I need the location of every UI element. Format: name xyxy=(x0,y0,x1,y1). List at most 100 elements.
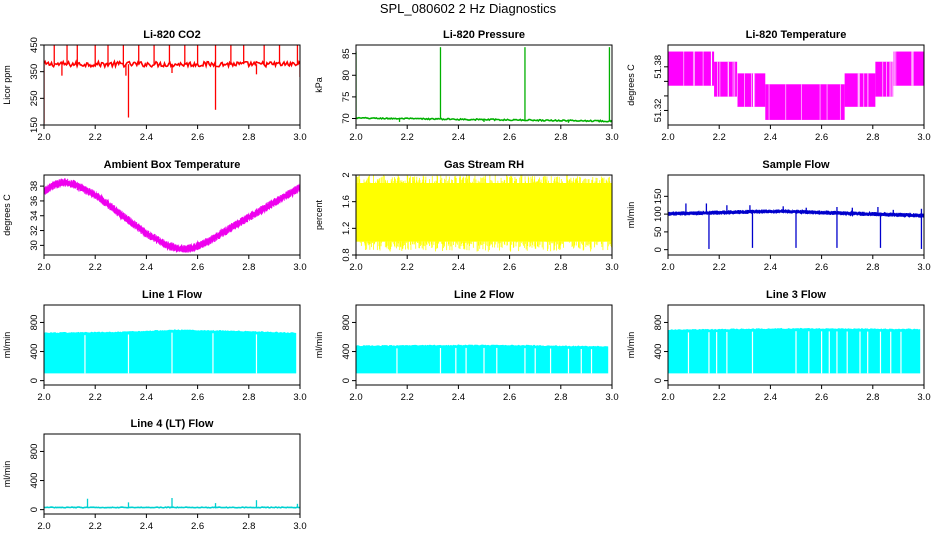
x-tick-label: 2.0 xyxy=(661,132,674,143)
y-tick-label: 450 xyxy=(29,37,40,53)
x-tick-label: 2.6 xyxy=(503,132,516,143)
x-tick-label: 3.0 xyxy=(917,262,930,273)
y-tick-label: 36 xyxy=(29,196,40,207)
data-group xyxy=(44,45,300,124)
flow-band xyxy=(44,329,297,374)
x-tick-label: 2.8 xyxy=(242,132,255,143)
y-tick-label: 800 xyxy=(653,315,664,331)
x-tick-label: 2.0 xyxy=(661,262,674,273)
x-tick-label: 2.2 xyxy=(401,262,414,273)
chart-title: Gas Stream RH xyxy=(444,159,524,171)
x-tick-label: 3.0 xyxy=(293,521,306,532)
panel-li820-temperature: Li-820 Temperature degrees C 2.0 2.2 2.4 2.6 2… xyxy=(624,25,936,155)
chart-title: Line 2 Flow xyxy=(454,289,514,301)
chart-title: Ambient Box Temperature xyxy=(104,159,241,171)
y-tick-label: 100 xyxy=(653,206,664,222)
data-group xyxy=(356,47,612,123)
y-tick-label: 0 xyxy=(653,247,664,252)
x-tick-label: 2.2 xyxy=(89,392,102,403)
x-tick-label: 2.4 xyxy=(452,262,465,273)
y-tick-label: 1.6 xyxy=(341,195,352,208)
y-tick-label: 51.32 xyxy=(653,99,664,123)
x-tick-label: 2.6 xyxy=(815,262,828,273)
x-tick-label: 2.8 xyxy=(242,392,255,403)
y-tick-label: 800 xyxy=(29,444,40,460)
flow-band xyxy=(356,344,609,374)
x-tick-label: 2.0 xyxy=(661,392,674,403)
y-tick-label: 51.38 xyxy=(653,55,664,79)
x-tick-label: 2.4 xyxy=(140,392,153,403)
chart-title: Line 4 (LT) Flow xyxy=(131,418,214,430)
y-tick-label: 32 xyxy=(29,225,40,236)
x-tick-label: 2.4 xyxy=(764,132,777,143)
chart-title: Li-820 CO2 xyxy=(143,29,200,41)
panel-sample-flow: Sample Flow ml/min 2.0 2.2 2.4 2.6 2.8 3.0 0 50 10… xyxy=(624,155,936,285)
x-tick-label: 2.8 xyxy=(242,262,255,273)
x-tick-label: 2.8 xyxy=(554,262,567,273)
y-tick-label: 400 xyxy=(341,344,352,360)
y-tick-label: 0.8 xyxy=(341,248,352,261)
chart-title: Sample Flow xyxy=(762,159,830,171)
chart-svg: Ambient Box Temperature degrees C 2.0 2.2 2.… xyxy=(2,159,307,273)
x-tick-label: 2.2 xyxy=(713,132,726,143)
plot-frame xyxy=(355,174,613,256)
y-tick-label: 1.2 xyxy=(341,222,352,235)
y-tick-label: 0 xyxy=(341,378,352,383)
data-group xyxy=(44,178,300,253)
x-tick-label: 2.0 xyxy=(37,392,50,403)
chart-svg: Li-820 Temperature degrees C 2.0 2.2 2.4 2.6 2… xyxy=(626,29,931,143)
panel-line-3-flow: Line 3 Flow ml/min 2.0 2.2 2.4 2.6 2.8 3.0 0 400 8… xyxy=(624,285,936,415)
x-tick-label: 3.0 xyxy=(605,392,618,403)
chart-svg: Gas Stream RH percent 2.0 2.2 2.4 2.6 2.8 3.0 0.… xyxy=(314,159,619,273)
step-block xyxy=(844,73,876,107)
y-axis-label: Licor ppm xyxy=(2,65,12,105)
x-tick-label: 3.0 xyxy=(605,262,618,273)
y-tick-label: 800 xyxy=(29,315,40,331)
x-tick-label: 2.2 xyxy=(89,262,102,273)
x-tick-label: 2.2 xyxy=(713,262,726,273)
plot-frame xyxy=(43,174,301,256)
panel-li820-co2: Li-820 CO2 Licor ppm 2.0 2.2 2.4 2.6 2.8 3.0 150… xyxy=(0,25,312,155)
y-tick-label: 34 xyxy=(29,210,40,221)
y-tick-label: 75 xyxy=(341,92,352,103)
y-axis-label: ml/min xyxy=(626,202,636,229)
x-tick-label: 3.0 xyxy=(917,132,930,143)
x-tick-label: 2.2 xyxy=(89,132,102,143)
y-tick-label: 0 xyxy=(29,507,40,512)
step-block xyxy=(737,73,766,107)
x-tick-label: 2.8 xyxy=(554,392,567,403)
y-tick-label: 350 xyxy=(29,64,40,80)
x-tick-label: 2.6 xyxy=(191,392,204,403)
x-tick-label: 3.0 xyxy=(293,262,306,273)
y-tick-label: 50 xyxy=(653,227,664,238)
x-tick-label: 2.4 xyxy=(140,521,153,532)
x-tick-label: 2.6 xyxy=(503,262,516,273)
panel-li820-pressure: Li-820 Pressure kPa 2.0 2.2 2.4 2.6 2.8 3.0 70 75… xyxy=(312,25,624,155)
x-tick-label: 2.8 xyxy=(866,262,879,273)
y-tick-label: 150 xyxy=(29,117,40,133)
plot-frame xyxy=(355,304,613,386)
x-tick-label: 2.2 xyxy=(401,132,414,143)
y-tick-label: 400 xyxy=(29,344,40,360)
flow-band xyxy=(668,327,921,374)
page-title: SPL_080602 2 Hz Diagnostics xyxy=(379,1,557,16)
data-group xyxy=(44,498,300,509)
chart-svg: Li-820 Pressure kPa 2.0 2.2 2.4 2.6 2.8 3.0 70 75… xyxy=(314,29,619,143)
x-tick-label: 2.6 xyxy=(815,132,828,143)
chart-svg: Li-820 CO2 Licor ppm 2.0 2.2 2.4 2.6 2.8 3.0 150… xyxy=(2,29,307,143)
x-tick-label: 2.8 xyxy=(242,521,255,532)
y-tick-label: 0 xyxy=(29,378,40,383)
x-tick-label: 2.0 xyxy=(349,262,362,273)
range-fill xyxy=(356,183,612,242)
plot-frame xyxy=(667,44,925,126)
panel-ambient-box-temperature: Ambient Box Temperature degrees C 2.0 2.2 2.… xyxy=(0,155,312,285)
chart-svg: Line 4 (LT) Flow ml/min 2.0 2.2 2.4 2.6 2.8 3.0… xyxy=(2,418,307,532)
x-tick-label: 3.0 xyxy=(293,392,306,403)
chart-title: Li-820 Temperature xyxy=(746,29,847,41)
y-axis-label: ml/min xyxy=(626,332,636,359)
data-group xyxy=(44,329,297,374)
x-tick-label: 3.0 xyxy=(605,132,618,143)
plot-frame xyxy=(43,433,301,515)
x-tick-label: 2.6 xyxy=(503,392,516,403)
data-group xyxy=(356,175,612,252)
